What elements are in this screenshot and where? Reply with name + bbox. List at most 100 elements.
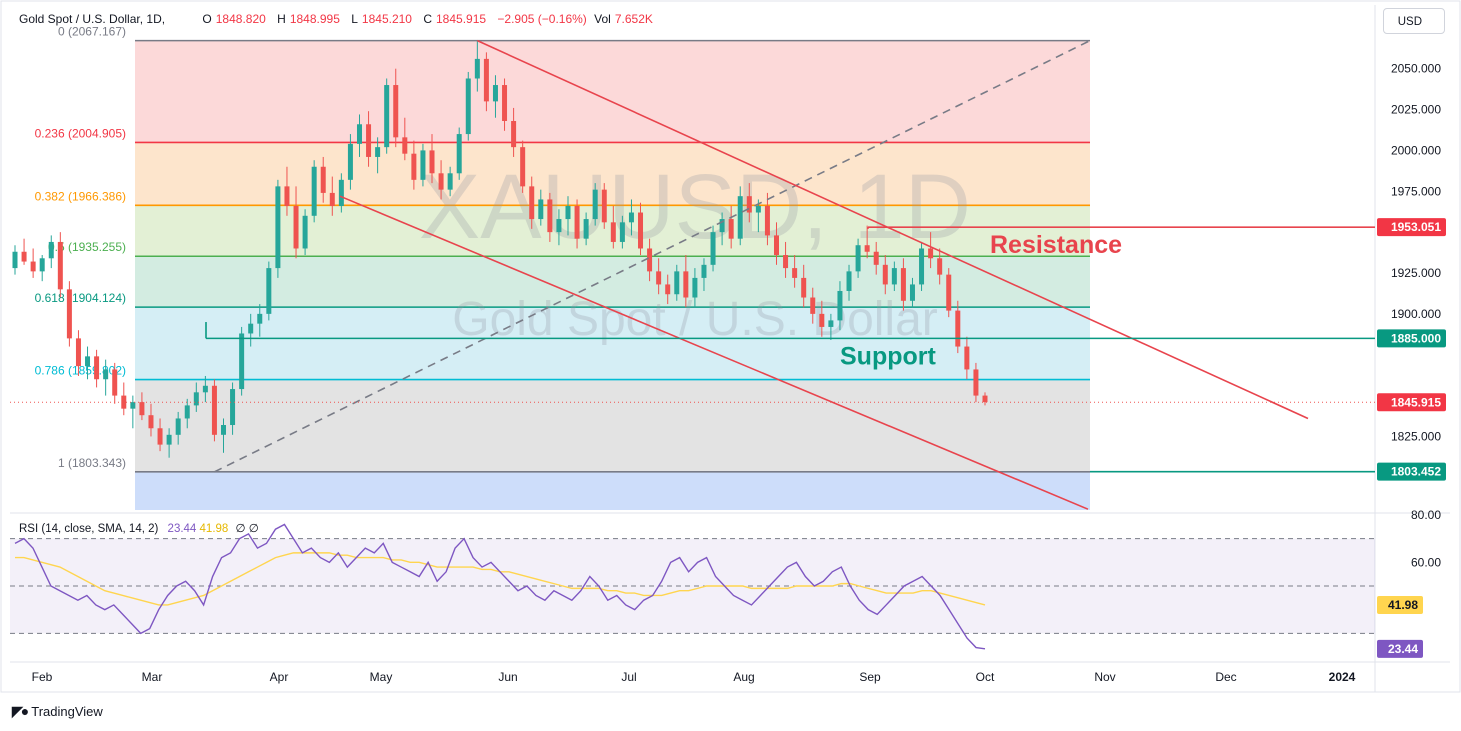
- time-tick-label: Apr: [270, 670, 289, 684]
- price-badge-label: 1803.452: [1391, 465, 1441, 479]
- time-tick-label: Mar: [142, 670, 163, 684]
- candle-body: [719, 219, 725, 233]
- candle-body: [565, 205, 571, 220]
- candle-body: [891, 268, 897, 285]
- candle-body: [447, 173, 453, 190]
- time-tick-label: Jul: [621, 670, 636, 684]
- price-tick-label: 2050.000: [1391, 62, 1441, 76]
- rsi-sma-value: 41.98: [199, 523, 229, 535]
- rsi-title[interactable]: RSI (14, close, SMA, 14, 2): [19, 523, 159, 535]
- rsi-badge-label: 23.44: [1388, 642, 1418, 656]
- candle-body: [755, 205, 761, 213]
- candle-body: [574, 205, 580, 239]
- price-badge: [1377, 329, 1446, 348]
- price-tick-label: 1900.000: [1391, 307, 1441, 321]
- candle-body: [75, 338, 81, 367]
- candle-body: [103, 369, 109, 380]
- candle-body: [846, 271, 852, 291]
- price-badge: [1377, 462, 1446, 481]
- candle-body: [683, 271, 689, 298]
- candle-body: [783, 255, 789, 269]
- candle-body: [148, 415, 154, 429]
- candle-body: [674, 271, 680, 295]
- price-badge-label: 1845.915: [1391, 395, 1441, 409]
- watermark-symbol: XAUUSD, 1D: [419, 156, 971, 258]
- candle-body: [302, 215, 308, 249]
- close-key: C: [423, 12, 432, 26]
- time-tick-label: Feb: [32, 670, 53, 684]
- candle-body: [57, 241, 63, 290]
- volume-value: 7.652K: [614, 12, 653, 26]
- price-badge-label: 1885.000: [1391, 331, 1441, 345]
- chart-frame: [0, 0, 1461, 693]
- candle-body: [828, 320, 834, 327]
- price-tick-label: 2000.000: [1391, 143, 1441, 157]
- time-tick-label: Sep: [859, 670, 881, 684]
- currency-button[interactable]: USD: [1383, 8, 1445, 34]
- rsi-tick-label: 80.00: [1411, 508, 1441, 522]
- candle-body: [112, 369, 118, 396]
- candle-body: [937, 258, 943, 275]
- candle-body: [411, 153, 417, 180]
- dashed-trendline: [214, 39, 1091, 473]
- candle-body: [429, 150, 435, 174]
- support-label: Support: [840, 342, 936, 370]
- fib-zone-fill: [135, 471, 1090, 510]
- candle-body: [375, 147, 381, 157]
- rsi-extra: ∅ ∅: [235, 523, 259, 535]
- price-badge-label: 1953.051: [1391, 220, 1441, 234]
- candle-body: [284, 186, 290, 206]
- tradingview-icon: ◤●: [12, 703, 29, 719]
- candle-body: [211, 385, 217, 435]
- candle-body: [94, 356, 100, 380]
- price-badge: [1377, 218, 1446, 237]
- candle-body: [955, 310, 961, 347]
- candle-body: [456, 134, 462, 174]
- high-value: 1848.995: [289, 12, 340, 26]
- symbol-header: Gold Spot / U.S. Dollar, 1D, O 1848.820 H…: [19, 12, 661, 26]
- symbol-title[interactable]: Gold Spot / U.S. Dollar, 1D,: [19, 12, 166, 26]
- rsi-sma-badge: [1377, 595, 1423, 614]
- candle-body: [855, 245, 861, 272]
- candle-body: [873, 251, 879, 265]
- candle-body: [420, 150, 426, 180]
- rsi-band-fill: [10, 538, 1375, 634]
- candle-body: [773, 235, 779, 256]
- candle-body: [311, 166, 317, 216]
- candle-body: [601, 189, 607, 223]
- candle-body: [230, 389, 236, 426]
- candle-body: [39, 258, 45, 272]
- fib-zone-fill: [135, 142, 1090, 206]
- fib-zone-fill: [135, 40, 1090, 143]
- candle-body: [982, 395, 988, 403]
- candle-body: [139, 402, 145, 416]
- candle-body: [946, 274, 952, 311]
- tradingview-logo[interactable]: ◤● TradingView: [12, 703, 103, 720]
- candle-body: [710, 232, 716, 265]
- candle-body: [547, 199, 553, 233]
- low-key: L: [351, 12, 358, 26]
- candle-body: [538, 199, 544, 220]
- candle-body: [692, 277, 698, 298]
- candle-body: [166, 434, 172, 445]
- candle-body: [221, 425, 227, 435]
- candle-body: [656, 271, 662, 285]
- candle-body: [882, 264, 888, 285]
- candle-body: [30, 261, 36, 272]
- open-key: O: [202, 12, 212, 26]
- candle-body: [329, 192, 335, 206]
- candle-body: [900, 268, 906, 301]
- candle-body: [66, 289, 72, 339]
- candle-body: [583, 219, 589, 239]
- rsi-sma-badge-label: 41.98: [1388, 598, 1418, 612]
- candle-body: [121, 395, 127, 409]
- time-tick-label: Oct: [976, 670, 995, 684]
- price-tick-label: 2025.000: [1391, 103, 1441, 117]
- candle-body: [801, 277, 807, 298]
- candle-body: [202, 385, 208, 393]
- fib-level-label: 0 (2067.167): [58, 25, 126, 39]
- rsi-value: 23.44: [167, 523, 197, 535]
- candle-body: [474, 58, 480, 79]
- candle-body: [21, 251, 27, 262]
